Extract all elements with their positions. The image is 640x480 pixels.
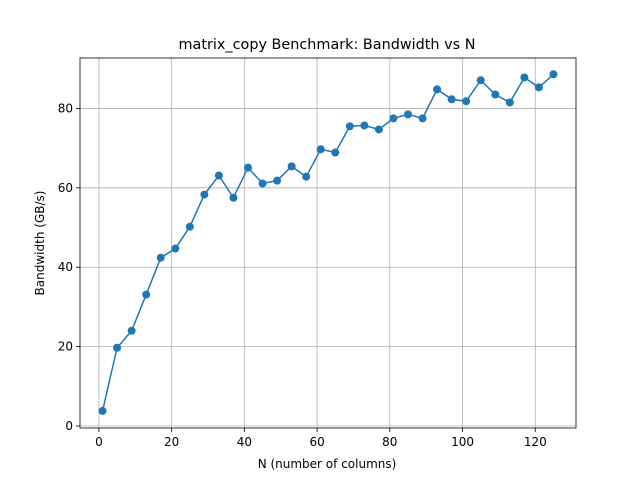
data-point bbox=[302, 172, 311, 181]
y-tick-label: 80 bbox=[58, 101, 73, 115]
x-tick-label: 40 bbox=[237, 435, 252, 449]
data-point bbox=[520, 73, 529, 82]
data-point bbox=[98, 406, 107, 415]
x-tick-label: 80 bbox=[382, 435, 397, 449]
data-point bbox=[156, 253, 165, 262]
data-point bbox=[331, 148, 340, 157]
x-tick-label: 100 bbox=[451, 435, 474, 449]
data-point bbox=[287, 162, 296, 171]
plot-area: 0 20 40 60 80 100 120 0 20 40 60 80 bbox=[58, 57, 577, 449]
data-point bbox=[389, 114, 398, 123]
data-point bbox=[447, 95, 456, 104]
data-point bbox=[185, 222, 194, 231]
data-point bbox=[214, 171, 223, 180]
data-point bbox=[127, 326, 136, 335]
data-point bbox=[273, 176, 282, 185]
data-point bbox=[476, 76, 485, 85]
data-point bbox=[244, 163, 252, 172]
data-point bbox=[200, 190, 209, 199]
data-point bbox=[404, 110, 412, 119]
data-point bbox=[345, 122, 354, 131]
x-tick-label: 20 bbox=[164, 435, 179, 449]
x-tick-label: 0 bbox=[95, 435, 103, 449]
data-point bbox=[113, 343, 122, 352]
y-tick-label: 0 bbox=[65, 419, 73, 433]
data-point bbox=[142, 290, 151, 299]
data-point bbox=[418, 114, 427, 123]
data-point bbox=[374, 125, 383, 134]
data-point bbox=[316, 145, 325, 154]
data-point bbox=[534, 83, 543, 92]
chart-title: matrix_copy Benchmark: Bandwidth vs N bbox=[179, 37, 476, 53]
data-point bbox=[462, 97, 471, 106]
data-point bbox=[433, 85, 442, 94]
data-point bbox=[491, 90, 500, 99]
axes-frame bbox=[79, 57, 577, 429]
series-line bbox=[101, 73, 554, 412]
data-point bbox=[229, 193, 238, 202]
data-point bbox=[549, 70, 558, 79]
y-tick-label: 20 bbox=[58, 340, 73, 354]
x-tick-label: 120 bbox=[524, 435, 547, 449]
y-axis-label: Bandwidth (GB/s) bbox=[33, 191, 47, 296]
y-tick-label: 40 bbox=[58, 260, 73, 274]
data-point bbox=[258, 179, 267, 188]
x-axis-label: N (number of columns) bbox=[258, 457, 397, 471]
data-point bbox=[171, 244, 180, 253]
data-point bbox=[505, 98, 514, 107]
y-tick-label: 60 bbox=[58, 181, 73, 195]
x-tick-label: 60 bbox=[309, 435, 324, 449]
data-point bbox=[360, 121, 369, 130]
